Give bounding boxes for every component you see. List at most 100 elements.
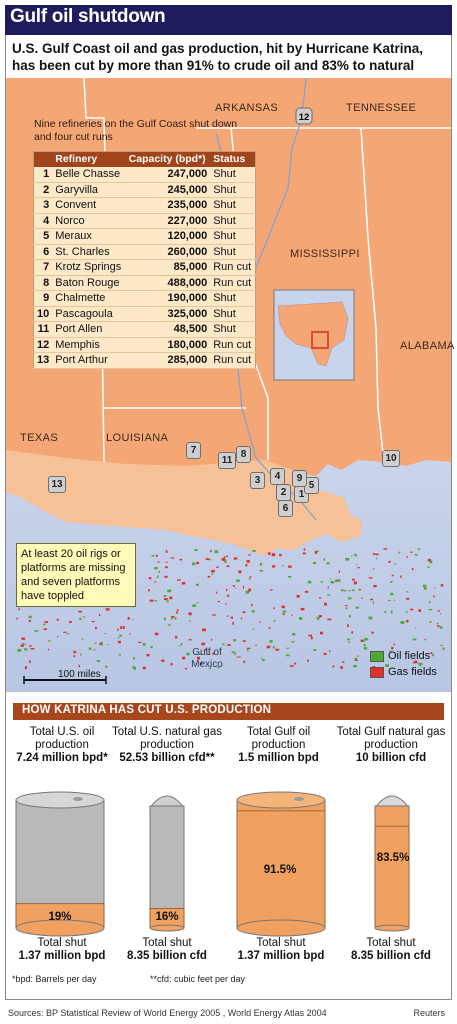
field-dot: [194, 549, 198, 551]
refinery-marker-11: 11: [218, 452, 236, 469]
field-dot: [98, 613, 101, 617]
refinery-status: Shut: [210, 166, 256, 183]
inset-us-map: [273, 289, 355, 381]
field-dot: [233, 639, 236, 642]
page-title: Gulf oil shutdown: [10, 6, 166, 27]
field-dot: [412, 662, 414, 664]
label-arkansas: ARKANSAS: [215, 102, 279, 114]
field-dot: [185, 667, 187, 670]
label-louisiana: LOUISIANA: [106, 432, 169, 444]
field-dot: [34, 630, 39, 632]
col3-value: 1.5 million bpd: [238, 752, 319, 764]
field-dot: [44, 621, 49, 623]
field-dot: [440, 613, 442, 615]
production-containers: [15, 791, 410, 937]
field-dot: [202, 628, 206, 632]
field-dot: [307, 580, 312, 584]
refinery-row: 13 Port Arthur 285,000 Run cut: [33, 352, 256, 369]
field-dot: [24, 666, 27, 670]
field-dot: [320, 581, 324, 583]
field-dot: [429, 560, 433, 564]
refinery-name: Krotz Springs: [52, 259, 126, 276]
svg-text:12: 12: [299, 112, 310, 123]
field-dot: [156, 554, 158, 557]
refinery-name: Garyvilla: [52, 182, 126, 198]
col2-footer: Total shut 8.35 billion cfd: [112, 937, 222, 963]
refinery-status: Run cut: [210, 275, 256, 291]
field-dot: [80, 653, 82, 656]
field-dot: [232, 622, 234, 625]
refinery-col-num: [33, 151, 53, 167]
title-bar: [5, 5, 452, 35]
field-dot: [142, 666, 146, 670]
field-dot: [406, 597, 410, 600]
field-dot: [344, 605, 348, 607]
refinery-status: Run cut: [210, 352, 256, 369]
field-dot: [245, 564, 248, 567]
field-dot: [205, 558, 210, 560]
field-dot: [248, 554, 251, 556]
field-dot: [344, 590, 347, 592]
field-dot: [411, 568, 414, 571]
refinery-status: Shut: [210, 197, 256, 214]
field-dot: [286, 647, 290, 649]
field-dot: [24, 648, 28, 651]
field-dot: [296, 595, 300, 598]
refinery-marker-7: 7: [186, 442, 201, 459]
field-dot: [390, 610, 393, 614]
refinery-row: 11 Port Allen 48,500 Shut: [33, 321, 256, 338]
field-dot: [330, 581, 335, 584]
refinery-marker-10: 10: [382, 450, 400, 467]
field-dot: [101, 641, 103, 645]
col4-footer: Total shut 8.35 billion cfd: [336, 937, 446, 963]
marker-12-shield: 12: [295, 107, 313, 125]
field-dot: [216, 666, 220, 669]
field-dot: [424, 638, 426, 641]
refinery-marker-4: 4: [270, 468, 285, 485]
field-dot: [268, 552, 271, 555]
field-dot: [252, 628, 255, 630]
field-dot: [327, 586, 329, 589]
col3-footer: Total shut 1.37 million bpd: [226, 937, 336, 963]
refinery-row: 10 Pascagoula 325,000 Shut: [33, 306, 256, 322]
legend-oil-label: Oil fields: [388, 650, 431, 662]
field-dot: [348, 615, 351, 618]
field-dot: [252, 610, 255, 613]
refinery-status: Shut: [210, 244, 256, 260]
field-dot: [354, 553, 357, 557]
field-dot: [161, 659, 165, 662]
field-dot: [255, 644, 257, 647]
field-dot: [363, 647, 368, 650]
field-dot: [133, 656, 135, 660]
field-dot: [95, 626, 97, 630]
field-dot: [28, 615, 32, 619]
field-dot: [423, 587, 427, 590]
field-dot: [268, 627, 271, 629]
field-dot: [248, 588, 251, 592]
refinery-row: 7 Krotz Springs 85,000 Run cut: [33, 259, 256, 276]
refinery-name: Pascagoula: [52, 306, 126, 322]
field-dot: [324, 602, 327, 606]
field-dot: [189, 612, 192, 616]
field-dot: [247, 647, 251, 649]
field-dot: [157, 561, 160, 563]
col4-shut-value: 8.35 billion cfd: [351, 950, 431, 962]
refinery-number: 6: [33, 244, 53, 260]
refinery-name: Port Arthur: [52, 352, 126, 369]
field-dot: [226, 588, 228, 592]
rigs-callout: At least 20 oil rigs or platforms are mi…: [16, 543, 136, 607]
cylinder-body: [149, 805, 185, 929]
field-dot: [165, 561, 168, 563]
refinery-row: 6 St. Charles 260,000 Shut: [33, 244, 256, 260]
field-dot: [302, 552, 306, 555]
footnote-bpd: *bpd: Barrels per day: [12, 974, 97, 984]
field-dot: [66, 633, 70, 635]
refinery-row: 9 Chalmette 190,000 Shut: [33, 290, 256, 307]
field-dot: [242, 640, 246, 642]
field-dot: [163, 595, 167, 597]
refinery-capacity: 260,000: [125, 244, 211, 260]
field-dot: [354, 657, 358, 661]
field-dot: [210, 550, 212, 553]
field-dot: [69, 621, 72, 623]
field-dot: [261, 657, 263, 660]
